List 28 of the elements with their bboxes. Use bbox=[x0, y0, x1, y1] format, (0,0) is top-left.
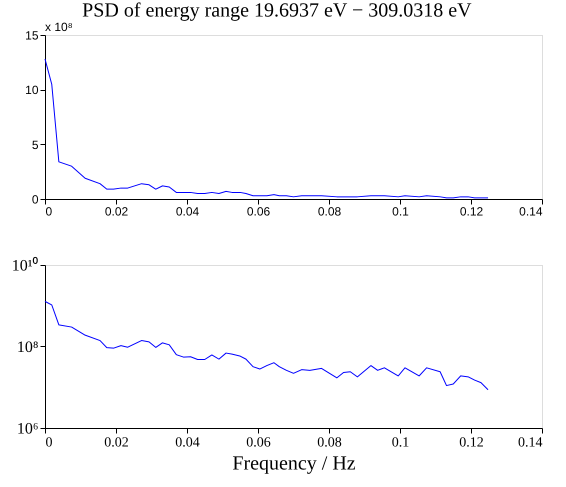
x-tick-label: 0 bbox=[46, 436, 52, 450]
x-tick-label: 0 bbox=[46, 204, 52, 218]
y-tick-label: 10⁸ bbox=[16, 339, 38, 356]
x-tick-label: 0.08 bbox=[317, 436, 342, 450]
y-tick-label: 10¹⁰ bbox=[12, 256, 38, 274]
x-tick-label: 0.04 bbox=[176, 204, 200, 218]
y-tick-label: 5 bbox=[32, 138, 39, 152]
x-tick-label: 0.14 bbox=[518, 436, 542, 450]
y-tick-label: 0 bbox=[32, 192, 39, 206]
line-series bbox=[44, 300, 489, 390]
y-tick-label: 10⁶ bbox=[16, 420, 38, 438]
text: x 10⁸ bbox=[45, 20, 73, 34]
chart-title: PSD of energy range 19.6937 eV − 309.0318 eV bbox=[82, 0, 472, 22]
x-tick-label: 0.02 bbox=[104, 436, 129, 450]
x-tick-label: 0.08 bbox=[318, 204, 342, 218]
x-tick-label: 0.12 bbox=[459, 436, 484, 450]
x-tick-label: 0.14 bbox=[519, 204, 543, 218]
x-tick-label: 0.1 bbox=[392, 436, 410, 450]
y-tick-label: 15 bbox=[25, 28, 39, 42]
x-tick-label: 0.06 bbox=[246, 204, 270, 218]
x-tick-label: 0.04 bbox=[175, 436, 200, 450]
x-axis-title: Frequency / Hz bbox=[232, 452, 356, 474]
line-series bbox=[44, 58, 489, 198]
x-tick-label: 0.02 bbox=[104, 204, 128, 218]
x-tick-label: 0.12 bbox=[460, 204, 484, 218]
y-tick-label: 10 bbox=[25, 83, 39, 98]
x-tick-label: 0.1 bbox=[392, 204, 410, 218]
x-tick-label: 0.06 bbox=[246, 436, 271, 450]
